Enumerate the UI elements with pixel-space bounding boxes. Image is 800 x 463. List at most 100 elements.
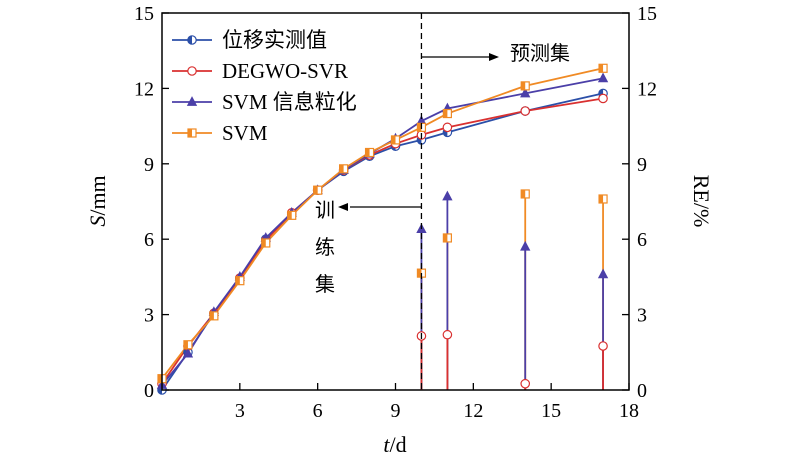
legend-label: SVM 信息粒化 [222, 90, 357, 114]
y-left-tick-label: 0 [144, 380, 154, 402]
series-3-point [598, 63, 608, 73]
marker-fill [417, 123, 422, 132]
marker-fill [287, 211, 292, 220]
legend-marker [187, 66, 197, 76]
x-tick-label: 9 [391, 400, 401, 422]
x-tick-label: 6 [313, 400, 323, 422]
re-point-1 [442, 329, 453, 340]
marker-fill [183, 340, 188, 349]
forecast-arrowhead [489, 53, 499, 61]
series-1-point [442, 122, 453, 133]
x-tick-label: 12 [463, 400, 483, 422]
x-tick-label: 18 [619, 400, 639, 422]
marker-shape [186, 96, 198, 106]
marker-fill [521, 189, 526, 198]
legend-label: 位移实测值 [222, 28, 327, 52]
marker-shape [182, 347, 194, 358]
marker-fill [313, 186, 318, 195]
train-label: 训练集 [315, 199, 335, 296]
y-right-tick-label: 3 [637, 305, 647, 327]
series-3-point [520, 81, 530, 91]
legend-marker [186, 96, 198, 106]
marker-fill [339, 164, 344, 173]
marker-shape [520, 240, 531, 251]
re-point-2 [442, 190, 453, 201]
marker-fill [209, 311, 214, 320]
marker-fill [417, 269, 422, 278]
marker-shape [597, 268, 609, 279]
marker-group [156, 63, 609, 395]
re-point-2 [520, 240, 531, 251]
series-3-point [235, 276, 245, 286]
y-right-tick-label: 9 [637, 154, 647, 176]
y-left-tick-label: 6 [144, 229, 154, 251]
marker-ring [442, 122, 453, 133]
re-point-3 [598, 194, 608, 204]
y-right-tick-label: 6 [637, 229, 647, 251]
series-2-point [182, 347, 194, 358]
re-point-3 [520, 189, 530, 199]
x-axis-label: t/d [383, 432, 406, 457]
marker-fill [599, 194, 604, 203]
series-3-point [390, 135, 401, 145]
series-line-3 [161, 67, 604, 380]
x-tick-label: 15 [541, 400, 561, 422]
marker-shape [597, 72, 609, 83]
marker-fill [235, 276, 240, 285]
marker-fill [599, 64, 604, 73]
train-annotation: 训练集 [315, 199, 422, 296]
series-3-point [287, 210, 297, 220]
marker-fill [443, 109, 448, 118]
series-3-point [183, 340, 193, 350]
series-3-point [209, 311, 219, 321]
relative-error-group [416, 189, 609, 390]
marker-shape [520, 87, 531, 98]
marker-ring [187, 66, 197, 76]
series-2-point [597, 72, 609, 83]
train-arrowhead [338, 203, 348, 211]
legend-label: DEGWO-SVR [222, 59, 348, 83]
marker-fill [391, 135, 396, 144]
series-3-point [442, 108, 452, 119]
marker-ring [598, 93, 608, 104]
re-point-3 [442, 233, 452, 243]
series-3-point [364, 147, 375, 158]
legend: 位移实测值 DEGWO-SVR SVM 信息粒化 SVM [172, 28, 357, 145]
y-left-tick-label: 3 [144, 305, 154, 327]
forecast-annotation: 预测集 [421, 42, 570, 65]
marker-fill [187, 35, 192, 45]
series-1-point [520, 106, 531, 116]
legend-marker [187, 35, 197, 45]
re-point-1 [598, 341, 608, 351]
legend-label: SVM [222, 121, 268, 145]
plot-frame [161, 12, 630, 391]
y-right-tick-label: 0 [637, 380, 647, 402]
marker-fill [158, 374, 162, 383]
series-3-point [313, 185, 323, 195]
series-1-point [598, 93, 608, 104]
marker-fill [443, 233, 448, 242]
marker-ring [442, 329, 453, 340]
y-left-tick-label: 12 [134, 78, 154, 100]
legend-marker [187, 128, 197, 138]
marker-fill [365, 148, 370, 157]
y-axis-right-label: RE/% [689, 175, 714, 228]
re-point-2 [597, 268, 609, 279]
series-3-point [339, 164, 349, 174]
marker-ring [520, 106, 531, 116]
marker-ring [598, 341, 608, 351]
series-group [161, 67, 604, 391]
series-3-point [261, 238, 271, 248]
re-point-1 [520, 378, 531, 389]
forecast-label: 预测集 [510, 42, 570, 65]
marker-fill [261, 238, 266, 247]
y-left-tick-label: 15 [134, 3, 154, 25]
y-left-tick-label: 9 [144, 154, 154, 176]
marker-ring [520, 378, 531, 389]
x-tick-label: 3 [235, 400, 245, 422]
y-right-tick-label: 12 [637, 78, 657, 100]
series-2-point [520, 87, 531, 98]
marker-shape [442, 190, 453, 201]
